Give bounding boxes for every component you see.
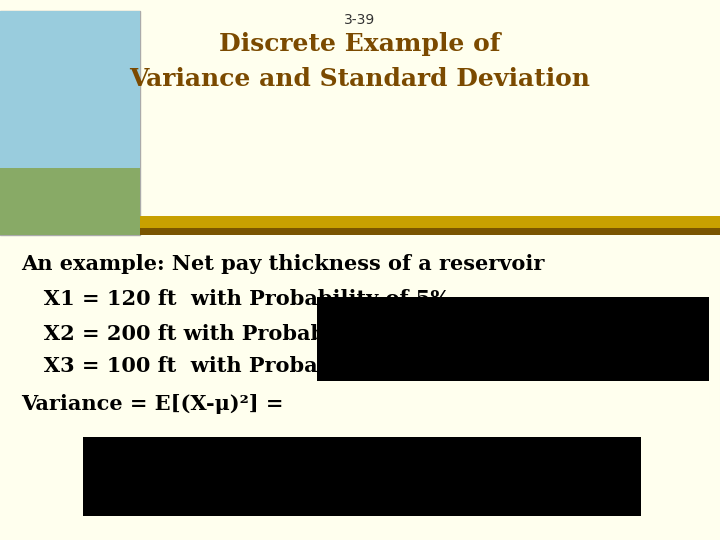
Text: Variance = E[(X-μ)²] =: Variance = E[(X-μ)²] = xyxy=(22,394,284,414)
Text: X3 = 100 ft  with Probability of 3%: X3 = 100 ft with Probability of 3% xyxy=(22,356,449,376)
Bar xyxy=(317,297,709,381)
Bar xyxy=(83,437,641,516)
Text: Discrete Example of: Discrete Example of xyxy=(220,32,500,56)
Bar xyxy=(140,216,720,228)
Bar xyxy=(0,11,140,168)
Text: An example: Net pay thickness of a reservoir: An example: Net pay thickness of a reser… xyxy=(22,254,545,274)
Text: Variance and Standard Deviation: Variance and Standard Deviation xyxy=(130,68,590,91)
Text: X2 = 200 ft with Probability of 92%: X2 = 200 ft with Probability of 92% xyxy=(22,324,457,344)
Bar xyxy=(0,168,140,235)
Text: 3-39: 3-39 xyxy=(344,14,376,28)
Bar xyxy=(0,11,140,235)
Bar xyxy=(140,228,720,235)
Text: X1 = 120 ft  with Probability of 5%: X1 = 120 ft with Probability of 5% xyxy=(22,289,450,309)
